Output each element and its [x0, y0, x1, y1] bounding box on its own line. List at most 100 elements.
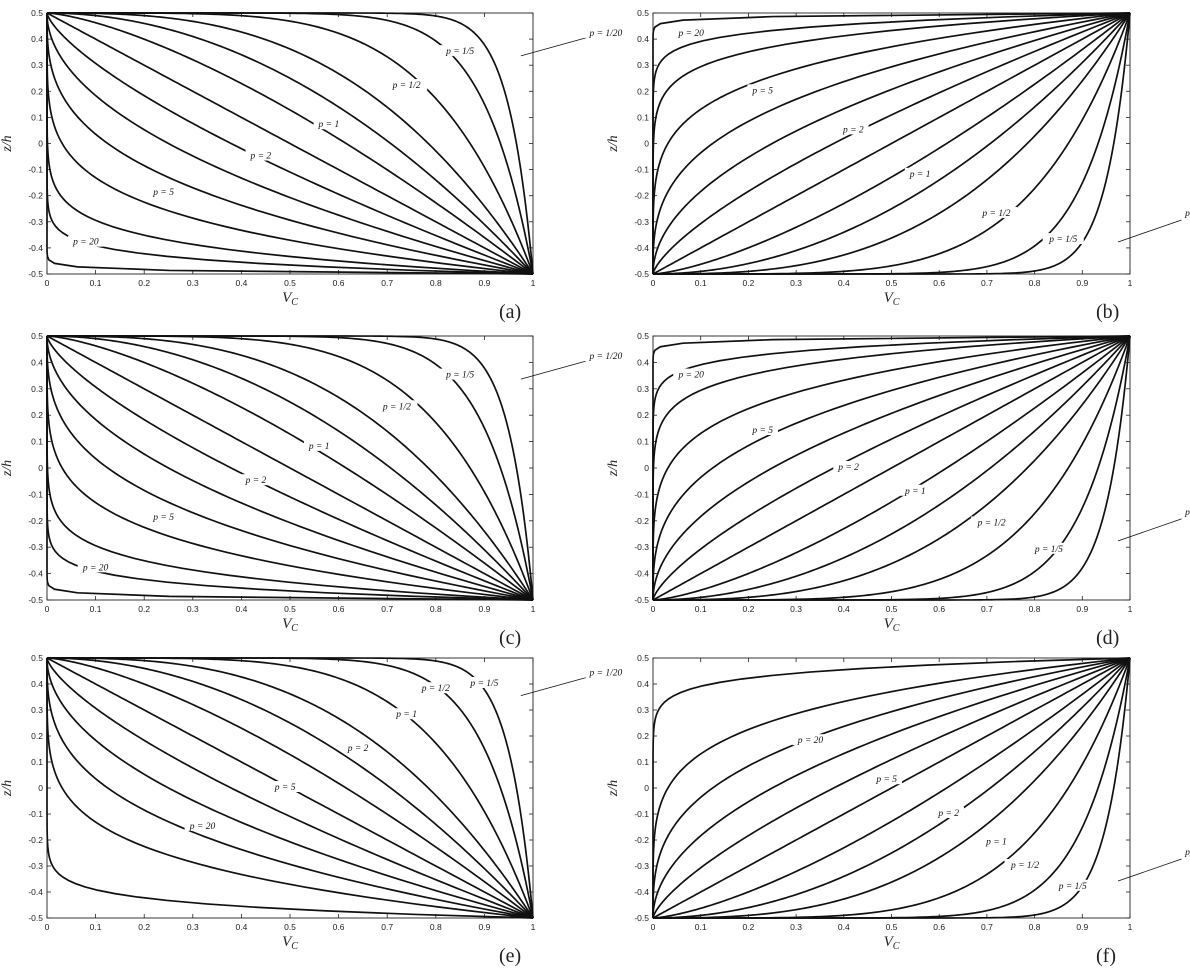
x-tick-label: 0.1 [695, 922, 707, 932]
x-tick-label: 0.9 [478, 922, 490, 932]
series-line [652, 335, 1131, 601]
label-background [184, 820, 221, 831]
y-tick-label: 0.4 [31, 357, 43, 367]
y-tick-label: 0.5 [637, 8, 649, 18]
panel-label: (c) [499, 627, 521, 649]
panel-label: (f) [1096, 945, 1116, 967]
series-line [46, 657, 534, 919]
y-tick-label: -0.3 [634, 861, 649, 871]
curve-label: p = 5 [152, 513, 174, 523]
label-background [67, 235, 104, 247]
x-tick-label: 0.7 [981, 278, 993, 288]
x-tick-label: 0.9 [478, 278, 490, 288]
curve-label: p = 1/2 [977, 518, 1006, 528]
x-tick-label: 0.8 [1029, 922, 1041, 932]
x-tick-label: 0.2 [138, 922, 150, 932]
label-background [747, 84, 778, 96]
series-line [47, 335, 534, 601]
y-tick-label: 0.2 [31, 731, 43, 741]
x-tick-label: 1 [1128, 604, 1133, 614]
y-tick-label: -0.2 [28, 516, 43, 526]
label-background [439, 45, 481, 57]
y-tick-label: 0 [38, 139, 43, 149]
x-tick-label: 0.9 [1076, 604, 1088, 614]
y-tick-label: -0.5 [28, 269, 43, 279]
y-tick-label: -0.5 [28, 595, 43, 605]
series-line [652, 335, 1131, 601]
curve-label: p = 1/20 [1184, 508, 1190, 518]
x-tick-label: 0.2 [138, 278, 150, 288]
x-tick-label: 0.4 [235, 604, 247, 614]
series-line [46, 335, 534, 601]
y-tick-label: -0.4 [634, 887, 649, 897]
y-tick-label: -0.5 [28, 913, 43, 923]
y-tick-label: 0.4 [31, 34, 43, 44]
label-background [1004, 859, 1046, 870]
panel-label: (e) [499, 945, 521, 967]
series-line [46, 657, 534, 919]
y-tick-label: -0.2 [634, 191, 649, 201]
series-line [653, 335, 1131, 601]
x-tick-label: 0.6 [333, 922, 345, 932]
y-tick-label: 0.4 [637, 357, 649, 367]
series-line [47, 335, 534, 601]
x-tick-label: 0.4 [235, 278, 247, 288]
panel-b: 0 0.1 0.2 0.3 0.4 0.5 0.6 0.7 0.8 0.9 1 0.5 0.4 0.3 0.… [606, 8, 1190, 323]
series-line [47, 12, 534, 275]
y-tick-label: 0 [38, 783, 43, 793]
x-tick-label: 0.6 [333, 278, 345, 288]
x-axis-label: VC [884, 616, 900, 634]
curve-label: p = 2 [837, 463, 859, 473]
x-tick-label: 0 [651, 604, 656, 614]
y-tick-label: -0.1 [28, 489, 43, 499]
label-background [391, 708, 422, 720]
series-line [46, 657, 534, 919]
curve-label: p = 1 [909, 170, 931, 180]
y-tick-label: 0.2 [637, 86, 649, 96]
x-tick-label: 0.6 [933, 604, 945, 614]
y-tick-label: 0.2 [31, 86, 43, 96]
curve-label: p = 20 [82, 563, 109, 573]
curve-label: p = 1 [308, 442, 330, 452]
x-axis-label: VC [282, 616, 298, 634]
label-background [792, 734, 829, 746]
label-background [871, 773, 902, 785]
y-tick-label: 0 [644, 783, 649, 793]
x-tick-label: 0.4 [838, 604, 850, 614]
y-tick-label: 0.1 [31, 437, 43, 447]
label-background [833, 461, 864, 472]
y-tick-label: 0 [644, 463, 649, 473]
y-tick-label: 0.3 [637, 705, 649, 715]
label-background [1052, 879, 1094, 891]
y-tick-label: 0.3 [637, 60, 649, 70]
label-background [582, 26, 630, 38]
x-tick-label: 0.1 [90, 922, 102, 932]
y-tick-label: -0.2 [28, 191, 43, 201]
series-line [652, 335, 1131, 601]
label-background [1042, 233, 1084, 245]
y-tick-label: -0.5 [634, 595, 649, 605]
x-tick-label: 0.2 [742, 278, 754, 288]
y-tick-label: -0.5 [634, 269, 649, 279]
series-line [653, 657, 1131, 919]
series-line [47, 12, 534, 275]
y-tick-label: -0.4 [28, 243, 43, 253]
x-tick-label: 0.3 [790, 604, 802, 614]
x-tick-label: 1 [531, 604, 536, 614]
y-tick-label: -0.2 [634, 835, 649, 845]
label-leader-line [520, 37, 587, 57]
y-tick-label: 0.2 [637, 731, 649, 741]
curve-label: p = 1 [904, 487, 926, 497]
series-line [652, 657, 1131, 919]
y-tick-label: -0.5 [634, 913, 649, 923]
label-background [933, 807, 964, 818]
series-line [652, 12, 1131, 275]
series-line [653, 12, 1131, 275]
y-tick-label: -0.4 [28, 887, 43, 897]
x-tick-label: 0.2 [742, 922, 754, 932]
series-line [47, 657, 534, 919]
x-tick-label: 0.9 [1076, 278, 1088, 288]
y-axis-label: z/h [0, 460, 15, 477]
y-tick-label: 0.2 [637, 410, 649, 420]
x-tick-label: 0.6 [933, 922, 945, 932]
